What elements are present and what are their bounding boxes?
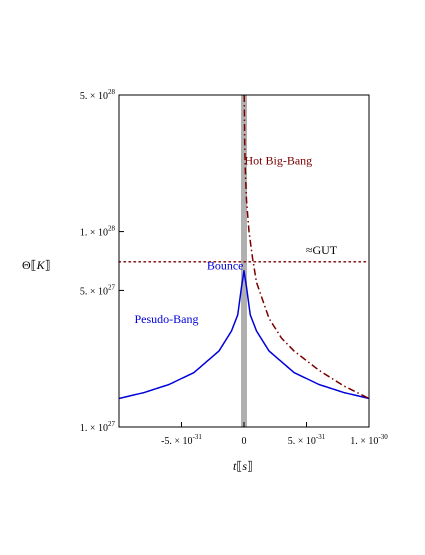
y-axis-label: Θ⟦K⟧ [22, 258, 51, 272]
vertical-band-t0 [241, 95, 247, 427]
x-tick-label: -5. × 10-31 [161, 433, 202, 447]
x-tick-label: 1. × 10-30 [350, 433, 388, 447]
series-line-pesudo-bang [118, 270, 370, 400]
y-axis-label-unit: K [36, 258, 46, 272]
y-axis-label-main: Θ [22, 258, 31, 272]
annotation-gut: ≈GUT [306, 243, 338, 257]
y-tick-label: 5. × 1028 [80, 88, 116, 102]
x-axis-label-main: t [233, 459, 237, 473]
annotation-hot-big-bang: Hot Big-Bang [245, 154, 313, 168]
x-axis-label-unit: s [242, 459, 247, 473]
x-axis-label-close-bracket: ⟧ [247, 459, 253, 473]
annotation-layer: Hot Big-Bang ≈GUT Bounce Pesudo-Bang [135, 154, 338, 326]
y-tick-label: 1. × 1028 [80, 225, 116, 239]
y-tick-label: 5. × 1027 [80, 283, 116, 297]
x-axis-label-open-bracket: ⟦ [236, 459, 242, 473]
tick-layer: -5. × 10-31 0 5. × 10-31 1. × 10-30 1. × 102… [80, 88, 388, 447]
annotation-pesudo-bang: Pesudo-Bang [135, 312, 199, 326]
axis-label-layer: Θ⟦K⟧ t⟦s⟧ [22, 258, 253, 473]
band-layer [241, 95, 247, 427]
series-layer [118, 94, 370, 400]
x-tick-label: 5. × 10-31 [288, 433, 326, 447]
x-axis-label: t⟦s⟧ [233, 459, 253, 473]
y-tick-label: 1. × 1027 [80, 420, 116, 434]
x-tick-label: 0 [242, 436, 247, 447]
series-line-hot-big-bang [243, 94, 370, 400]
annotation-bounce: Bounce [207, 258, 244, 272]
y-axis-label-open-bracket: ⟦ [31, 258, 37, 272]
y-axis-label-close-bracket: ⟧ [45, 258, 51, 272]
